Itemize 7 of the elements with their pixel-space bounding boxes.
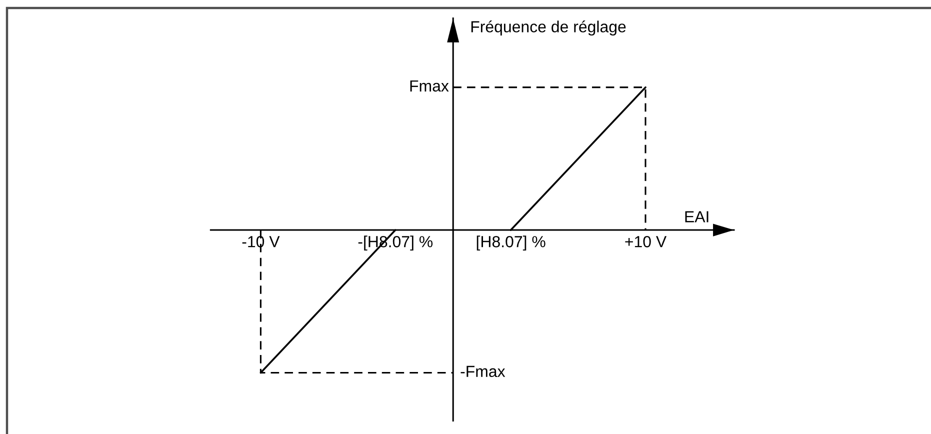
x-tick-label: -10 V [242,236,280,248]
annotation: Fmax [410,80,449,92]
x-tick-label: [H8.07] % [476,236,546,250]
annotation: -Fmax [460,366,506,378]
y-axis-title: Fréquence de réglage [471,20,626,36]
x-axis-title: EAI [685,211,708,222]
x-tick-label: +10 V [625,236,667,248]
